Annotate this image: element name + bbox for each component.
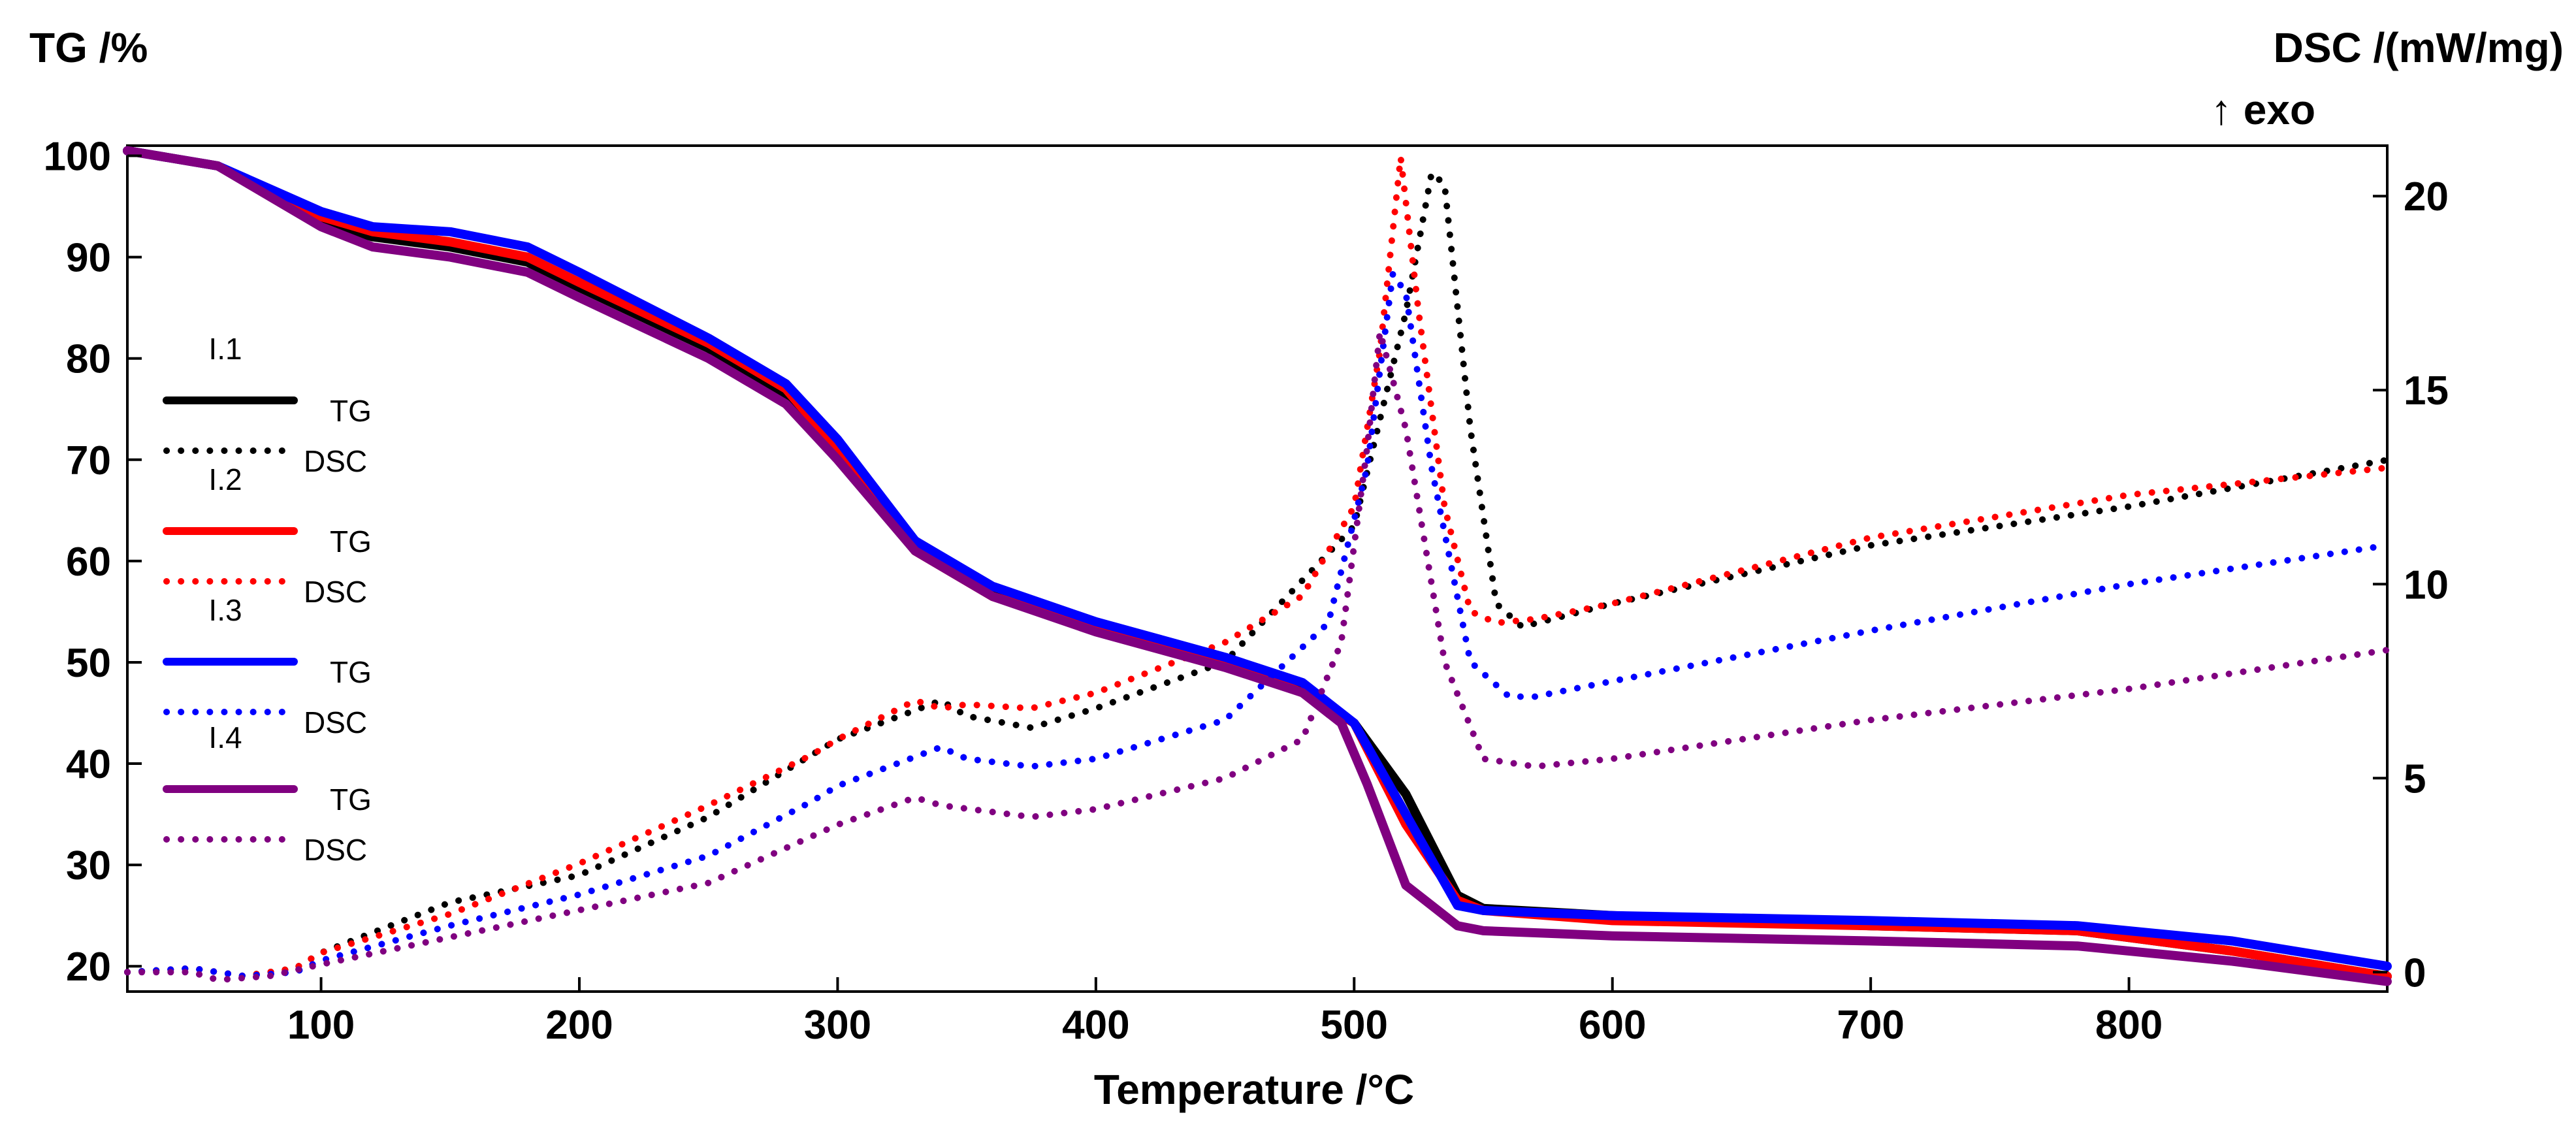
y-right-tick-label: 15 [2404, 368, 2449, 413]
x-tick-label: 800 [2095, 1003, 2163, 1048]
legend-entry-label: DSC [304, 444, 367, 478]
legend-group-label: I.3 [208, 593, 242, 627]
x-tick-label: 100 [287, 1003, 355, 1048]
legend-entry-label: TG [330, 394, 372, 428]
y-right-axis-note: ↑ exo [2211, 86, 2315, 133]
x-axis-ticks: 100 200 300 400 500 600 700 800 [287, 977, 2163, 1048]
y-left-tick-label: 70 [66, 438, 111, 483]
y-right-tick-label: 20 [2404, 174, 2449, 219]
x-tick-label: 700 [1837, 1003, 1904, 1048]
x-tick-label: 200 [545, 1003, 613, 1048]
y-left-tick-label: 50 [66, 641, 111, 686]
legend-group-label: I.1 [208, 332, 242, 366]
legend-entry-label: DSC [304, 575, 367, 609]
x-tick-label: 400 [1062, 1003, 1129, 1048]
x-axis-title: Temperature /°C [1094, 1066, 1414, 1113]
y-left-tick-label: 20 [66, 945, 111, 990]
legend-group-label: I.4 [208, 720, 242, 754]
y-left-tick-label: 30 [66, 843, 111, 888]
y-left-axis-ticks: 20 30 40 50 60 70 80 90 100 [44, 135, 142, 990]
y-right-tick-label: 10 [2404, 562, 2449, 607]
plot-lines [123, 146, 2392, 986]
y-right-tick-label: 0 [2404, 950, 2426, 995]
series-i-4-tg [123, 146, 2392, 986]
series-i-1-dsc [124, 169, 2391, 980]
legend-entry-label: TG [330, 655, 372, 689]
x-tick-label: 300 [804, 1003, 871, 1048]
y-right-tick-label: 5 [2404, 756, 2426, 801]
plot-frame [126, 144, 2389, 993]
series-i-2-tg [123, 146, 2392, 981]
legend-entry-label: TG [330, 525, 372, 558]
y-left-tick-label: 90 [66, 236, 111, 281]
series-i-3-tg [123, 146, 2392, 971]
y-left-axis-title: TG /% [29, 24, 148, 71]
legend-entry-label: DSC [304, 833, 367, 867]
legend-entry-label: TG [330, 783, 372, 817]
x-tick-label: 500 [1321, 1003, 1388, 1048]
y-left-tick-label: 60 [66, 540, 111, 585]
y-right-axis-title: DSC /(mW/mg) [2274, 24, 2564, 71]
series-i-1-tg [123, 146, 2392, 981]
series-i-4-dsc [124, 329, 2391, 984]
series-i-3-dsc [124, 270, 2391, 980]
series-i-2-dsc [124, 154, 2391, 980]
y-left-tick-label: 100 [44, 135, 111, 180]
legend-group-label: I.2 [208, 462, 242, 496]
y-left-tick-label: 40 [66, 742, 111, 787]
legend-entry-label: DSC [304, 705, 367, 739]
legend: I.1 TG DSC I.2 TG DSC I.3 TG DSC I.4 TG DSC [163, 332, 372, 867]
y-right-axis-ticks: 0 5 10 15 20 [2373, 174, 2449, 995]
x-tick-label: 600 [1579, 1003, 1646, 1048]
y-left-tick-label: 80 [66, 337, 111, 382]
